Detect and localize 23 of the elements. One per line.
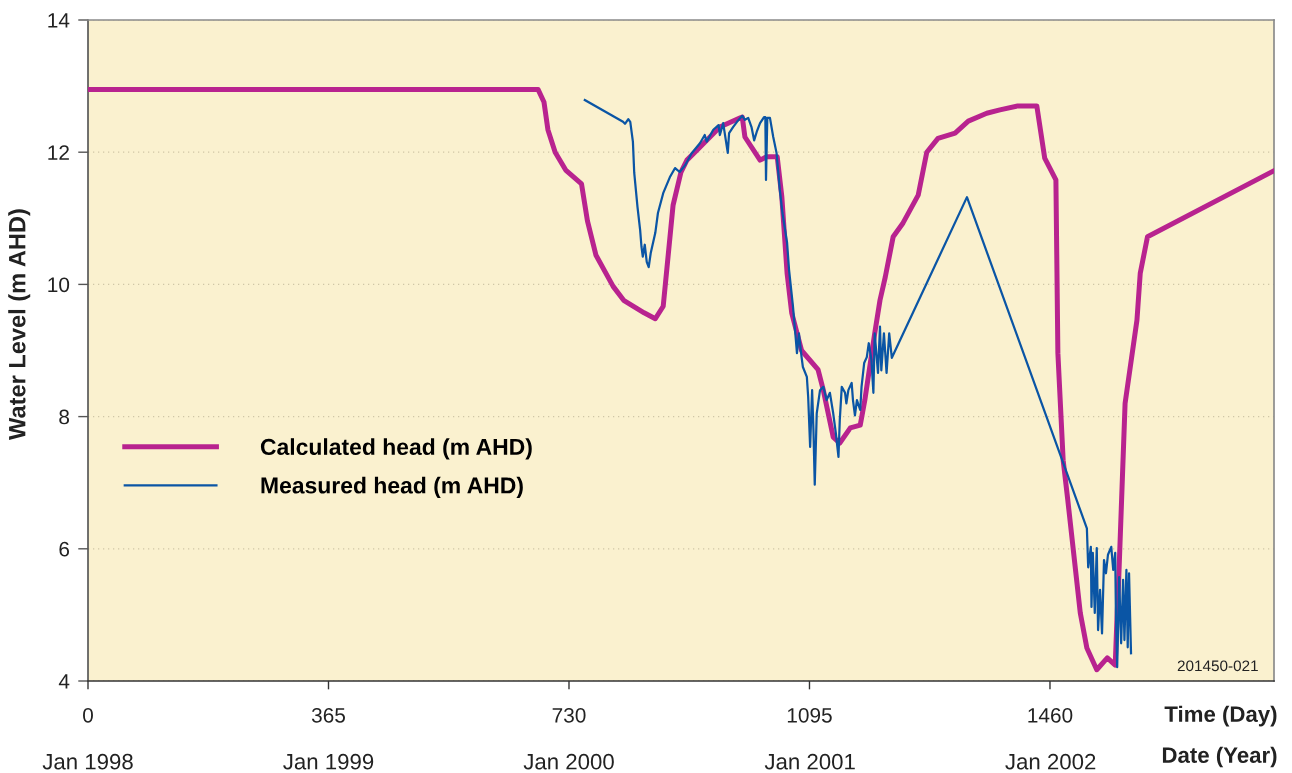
- x-tick-label: 1095: [787, 707, 832, 723]
- legend-label: Measured head (m AHD): [261, 476, 523, 499]
- x2-tick-label: Jan 2001: [764, 753, 855, 770]
- y-tick-label: 14: [48, 13, 70, 28]
- x-tick-label: 0: [83, 707, 93, 723]
- x2-axis-title: Date (Year): [1162, 746, 1277, 768]
- y-tick-label: 8: [59, 409, 70, 425]
- line-series: [583, 98, 1133, 669]
- y-axis-title: Water Level (m AHD): [8, 209, 31, 440]
- x-tick-label: 1460: [1028, 707, 1073, 723]
- annotation: 201450-021: [1177, 660, 1258, 672]
- y-tick-label: 12: [48, 145, 69, 160]
- y-tick-label: 10: [48, 277, 70, 293]
- x2-tick-label: Jan 2002: [1005, 753, 1096, 770]
- legend-label: Calculated head (m AHD): [260, 438, 532, 460]
- y-tick-label: 4: [58, 674, 70, 689]
- x-tick-label: 730: [552, 707, 586, 723]
- x-tick-label: 365: [311, 707, 345, 723]
- x-axis-title: Time (Day): [1164, 705, 1277, 727]
- x2-tick-label: Jan 1999: [283, 753, 374, 770]
- y-tick-label: 6: [59, 541, 70, 557]
- x2-tick-label: Jan 1998: [42, 753, 133, 770]
- x2-tick-label: Jan 2000: [523, 753, 614, 770]
